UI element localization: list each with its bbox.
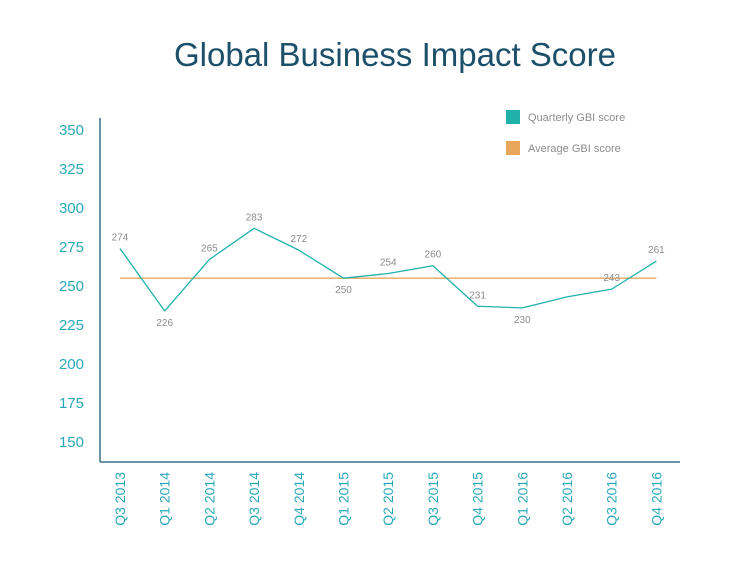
legend-label-average: Average GBI score [528,143,621,155]
x-tick-label: Q4 2015 [470,472,486,526]
x-tick-label: Q2 2014 [201,472,217,526]
x-tick-label: Q2 2015 [380,472,396,526]
x-tick-label: Q1 2015 [336,472,352,526]
data-label: 261 [648,245,665,256]
data-label: 230 [514,315,531,326]
data-label: 243 [603,273,620,284]
data-label: 260 [425,250,442,261]
y-tick-label: 175 [59,395,84,412]
x-tick-label: Q4 2014 [291,472,307,526]
legend-swatch-average [506,141,520,155]
x-tick-label: Q1 2014 [157,472,173,526]
y-tick-label: 300 [59,200,84,217]
x-tick-labels: Q3 2013 Q1 2014 Q2 2014 Q3 2014 Q4 2014 Q1 20… [112,472,664,526]
series-line-quarterly [119,227,657,312]
data-label: 226 [156,318,173,329]
data-label: 283 [246,212,263,223]
data-label: 231 [469,290,486,301]
chart-axes [99,118,680,463]
data-label: 274 [112,233,129,244]
y-tick-labels: 150 175 200 225 250 275 300 325 350 [59,122,84,451]
y-tick-label: 200 [59,356,84,373]
x-tick-label: Q3 2016 [604,472,620,526]
y-tick-label: 350 [59,122,84,139]
data-label: 254 [380,258,397,269]
data-labels: 274 226 265 283 272 250 254 260 231 230 243 261 [112,212,666,329]
x-tick-label: Q1 2016 [514,472,530,526]
legend-swatch-quarterly [506,110,520,124]
data-label: 265 [201,243,218,254]
y-tick-label: 150 [59,434,84,451]
data-label: 250 [335,285,352,296]
chart-title: Global Business Impact Score [174,36,616,73]
chart-legend: Quarterly GBI score Average GBI score [506,110,625,155]
x-tick-label: Q3 2015 [425,472,441,526]
y-tick-label: 325 [59,161,84,178]
data-label: 272 [290,234,307,245]
y-tick-label: 225 [59,317,84,334]
y-tick-label: 250 [59,278,84,295]
plot-area [119,227,657,312]
x-tick-label: Q3 2014 [246,472,262,526]
x-tick-label: Q4 2016 [648,472,664,526]
y-tick-label: 275 [59,239,84,256]
legend-label-quarterly: Quarterly GBI score [528,112,625,124]
x-tick-label: Q3 2013 [112,472,128,526]
x-tick-label: Q2 2016 [559,472,575,526]
